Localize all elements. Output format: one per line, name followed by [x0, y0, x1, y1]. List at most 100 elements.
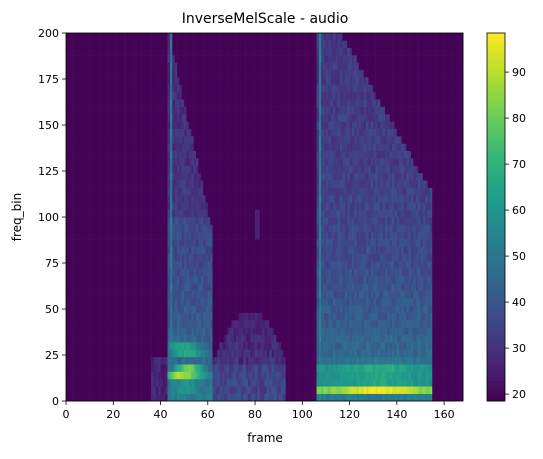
- heatmap-cell: [292, 47, 296, 56]
- heatmap-cell: [179, 246, 183, 255]
- heatmap-cell: [290, 143, 294, 152]
- heatmap-cell: [299, 224, 303, 233]
- heatmap-cell: [106, 84, 109, 93]
- heatmap-cell: [153, 106, 157, 115]
- heatmap-cell: [139, 77, 142, 85]
- heatmap-cell: [193, 172, 197, 181]
- heatmap-cell: [91, 136, 95, 144]
- heatmap-cell: [158, 202, 161, 210]
- heatmap-cell: [219, 253, 223, 262]
- heatmap-cell: [169, 62, 173, 71]
- heatmap-cell: [233, 246, 237, 255]
- heatmap-cell: [169, 69, 173, 78]
- heatmap-cell: [148, 231, 152, 240]
- heatmap-cell: [198, 136, 201, 144]
- heatmap-cell: [108, 40, 112, 49]
- heatmap-cell: [299, 158, 303, 166]
- heatmap-cell: [167, 290, 171, 299]
- heatmap-cell: [167, 33, 171, 41]
- heatmap-cell: [108, 224, 112, 233]
- heatmap-cell: [143, 268, 147, 277]
- heatmap-cell: [283, 172, 287, 181]
- heatmap-cell: [117, 99, 121, 107]
- heatmap-cell: [106, 172, 109, 181]
- heatmap-cell: [207, 209, 211, 218]
- heatmap-cell: [75, 334, 79, 343]
- heatmap-cell: [247, 290, 251, 299]
- heatmap-cell: [181, 113, 185, 122]
- heatmap-cell: [165, 187, 168, 196]
- heatmap-cell: [200, 320, 204, 328]
- heatmap-cell: [186, 91, 190, 100]
- heatmap-cell: [236, 275, 239, 284]
- heatmap-cell: [73, 239, 76, 247]
- heatmap-cell: [278, 327, 282, 336]
- heatmap-cell: [169, 327, 173, 336]
- heatmap-cell: [77, 386, 81, 394]
- heatmap-cell: [186, 231, 190, 240]
- heatmap-cell: [231, 84, 235, 93]
- heatmap-cell: [195, 371, 199, 380]
- heatmap-cell: [210, 378, 213, 387]
- heatmap-cell: [281, 283, 284, 291]
- heatmap-cell: [233, 342, 237, 350]
- heatmap-cell: [101, 113, 105, 122]
- heatmap-cell: [191, 172, 194, 181]
- heatmap-cell: [231, 312, 235, 321]
- heatmap-cell: [247, 55, 251, 63]
- heatmap-cell: [184, 378, 187, 387]
- heatmap-cell: [290, 378, 294, 387]
- heatmap-cell: [106, 253, 109, 262]
- heatmap-cell: [255, 386, 258, 394]
- heatmap-cell: [113, 165, 116, 174]
- heatmap-cell: [195, 165, 199, 174]
- heatmap-cell: [238, 371, 242, 380]
- heatmap-cell: [288, 275, 291, 284]
- heatmap-cell: [113, 121, 116, 129]
- heatmap-cell: [115, 371, 119, 380]
- heatmap-cell: [148, 202, 152, 210]
- heatmap-cell: [153, 209, 157, 218]
- heatmap-cell: [125, 386, 128, 394]
- heatmap-cell: [205, 364, 209, 372]
- heatmap-cell: [236, 62, 239, 71]
- heatmap-cell: [266, 209, 270, 218]
- heatmap-cell: [264, 246, 268, 255]
- heatmap-cell: [229, 106, 232, 115]
- heatmap-cell: [80, 261, 83, 269]
- heatmap-cell: [110, 275, 114, 284]
- heatmap-cell: [295, 378, 298, 387]
- heatmap-cell: [174, 320, 178, 328]
- heatmap-cell: [188, 77, 192, 85]
- heatmap-cell: [117, 371, 121, 380]
- heatmap-cell: [82, 33, 86, 41]
- heatmap-cell: [77, 246, 81, 255]
- heatmap-cell: [271, 136, 275, 144]
- heatmap-cell: [233, 297, 237, 306]
- heatmap-cell: [214, 158, 218, 166]
- heatmap-cell: [269, 371, 272, 380]
- heatmap-cell: [262, 180, 265, 188]
- heatmap-cell: [276, 91, 279, 100]
- heatmap-cell: [174, 283, 178, 291]
- heatmap-cell: [80, 194, 83, 203]
- heatmap-cell: [169, 217, 173, 225]
- heatmap-cell: [259, 290, 263, 299]
- heatmap-cell: [68, 239, 72, 247]
- heatmap-cell: [210, 305, 213, 313]
- heatmap-cell: [250, 349, 253, 358]
- heatmap-cell: [231, 113, 235, 122]
- heatmap-cell: [143, 128, 147, 137]
- heatmap-cell: [262, 239, 265, 247]
- heatmap-cell: [129, 305, 133, 313]
- heatmap-cell: [212, 128, 216, 137]
- heatmap-cell: [110, 268, 114, 277]
- heatmap-cell: [120, 55, 124, 63]
- heatmap-cell: [146, 143, 150, 152]
- heatmap-cell: [158, 342, 161, 350]
- heatmap-cell: [115, 99, 119, 107]
- heatmap-cell: [82, 180, 86, 188]
- heatmap-cell: [89, 268, 93, 277]
- heatmap-cell: [184, 33, 187, 41]
- heatmap-cell: [219, 77, 223, 85]
